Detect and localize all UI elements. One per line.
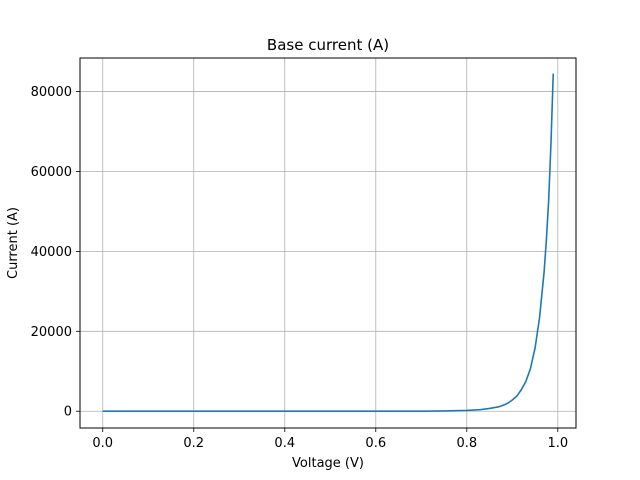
- y-tick-label: 80000: [31, 85, 72, 100]
- plot-lines: [102, 73, 555, 413]
- plot-frame: [79, 57, 577, 429]
- chart-title: Base current (A): [267, 36, 389, 54]
- y-tick-label: 0: [64, 405, 72, 420]
- axis-ticks: 0.0 0.2 0.4 0.6 0.8 1.0 0 20000 40000 60000 80000: [31, 85, 569, 451]
- series-line: [102, 73, 555, 413]
- x-tick-label: 0.0: [92, 436, 113, 451]
- y-tick-label: 20000: [31, 325, 72, 340]
- x-tick-label: 0.6: [365, 436, 386, 451]
- y-tick-label: 60000: [31, 165, 72, 180]
- x-axis-label: Voltage (V): [292, 456, 364, 471]
- y-axis-label: Current (A): [6, 207, 21, 279]
- x-tick-label: 0.8: [456, 436, 477, 451]
- x-tick-label: 0.4: [274, 436, 295, 451]
- x-tick-label: 0.2: [183, 436, 204, 451]
- x-tick-label: 1.0: [547, 436, 568, 451]
- y-tick-label: 40000: [31, 245, 72, 260]
